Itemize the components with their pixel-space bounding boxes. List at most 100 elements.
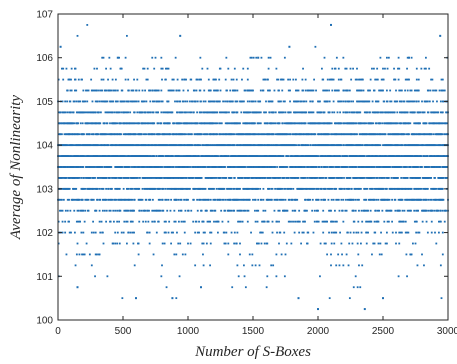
data-point bbox=[102, 187, 105, 190]
data-point bbox=[191, 122, 193, 125]
data-point bbox=[408, 187, 410, 190]
data-point bbox=[116, 187, 119, 190]
data-point bbox=[210, 209, 213, 212]
data-point bbox=[230, 144, 232, 147]
data-point bbox=[349, 177, 352, 179]
data-point bbox=[99, 198, 102, 201]
data-point bbox=[272, 144, 275, 147]
data-point bbox=[121, 89, 124, 92]
data-point bbox=[360, 242, 362, 245]
data-point bbox=[367, 198, 370, 201]
data-point bbox=[166, 187, 169, 190]
data-point bbox=[206, 220, 209, 223]
data-point bbox=[324, 220, 327, 223]
data-point bbox=[276, 144, 279, 147]
data-point bbox=[132, 242, 135, 245]
data-point bbox=[250, 56, 253, 59]
data-point bbox=[330, 155, 332, 157]
data-point bbox=[405, 144, 408, 147]
data-point bbox=[132, 89, 135, 92]
data-point bbox=[131, 187, 134, 190]
data-point bbox=[333, 111, 336, 114]
data-point bbox=[243, 100, 245, 103]
data-point bbox=[297, 100, 300, 103]
data-point bbox=[344, 209, 347, 212]
data-point bbox=[343, 89, 345, 92]
data-point bbox=[96, 89, 98, 92]
data-point bbox=[442, 198, 445, 201]
data-point bbox=[129, 231, 132, 234]
data-point bbox=[273, 209, 276, 212]
data-point bbox=[307, 89, 310, 92]
data-point bbox=[187, 209, 190, 212]
data-point bbox=[283, 100, 286, 103]
data-point bbox=[432, 89, 434, 92]
data-point bbox=[365, 231, 368, 234]
data-point bbox=[321, 67, 323, 70]
data-point bbox=[160, 100, 163, 103]
data-point bbox=[156, 100, 159, 103]
data-point bbox=[187, 89, 189, 92]
data-point bbox=[373, 242, 376, 245]
data-point bbox=[146, 187, 149, 190]
data-point bbox=[117, 155, 120, 157]
data-point bbox=[236, 264, 239, 267]
data-point bbox=[185, 198, 188, 201]
data-point bbox=[217, 198, 219, 201]
data-point bbox=[86, 24, 89, 26]
data-point bbox=[406, 56, 409, 59]
data-point bbox=[280, 253, 283, 256]
data-point bbox=[257, 122, 260, 125]
data-point bbox=[324, 198, 327, 201]
data-point bbox=[308, 133, 311, 136]
data-point bbox=[167, 89, 170, 92]
data-point bbox=[363, 122, 366, 125]
data-point bbox=[274, 177, 277, 179]
data-point bbox=[213, 177, 215, 179]
data-point bbox=[218, 78, 221, 81]
data-point bbox=[437, 209, 440, 212]
data-point bbox=[118, 187, 121, 190]
data-point bbox=[213, 133, 216, 136]
data-point bbox=[105, 220, 107, 223]
data-point bbox=[391, 122, 393, 125]
data-point bbox=[86, 100, 89, 103]
data-point bbox=[376, 67, 379, 70]
data-point bbox=[133, 78, 135, 81]
data-point bbox=[372, 155, 375, 157]
data-point bbox=[151, 56, 154, 59]
data-point bbox=[233, 231, 236, 234]
data-point bbox=[77, 209, 80, 212]
data-point bbox=[76, 111, 79, 114]
data-point bbox=[57, 220, 60, 223]
data-point bbox=[326, 220, 328, 223]
data-point bbox=[365, 155, 368, 157]
data-point bbox=[131, 220, 134, 223]
data-point bbox=[354, 133, 356, 136]
data-point bbox=[413, 133, 416, 136]
data-point bbox=[441, 209, 444, 212]
data-point bbox=[356, 242, 359, 245]
data-point bbox=[266, 275, 269, 278]
data-point bbox=[383, 100, 386, 103]
data-point bbox=[195, 155, 198, 157]
data-point bbox=[378, 253, 381, 256]
data-point bbox=[59, 198, 62, 201]
data-point bbox=[254, 144, 256, 147]
data-point bbox=[400, 220, 403, 223]
data-point bbox=[214, 111, 217, 114]
data-point bbox=[352, 166, 354, 168]
data-point bbox=[408, 209, 410, 212]
data-point bbox=[200, 78, 202, 81]
data-point bbox=[315, 177, 317, 179]
data-point bbox=[83, 220, 86, 223]
data-point bbox=[417, 144, 420, 147]
data-point bbox=[230, 198, 232, 201]
data-point bbox=[172, 89, 175, 92]
data-point bbox=[295, 122, 298, 125]
data-point bbox=[221, 111, 224, 114]
data-point bbox=[165, 231, 167, 234]
data-point bbox=[399, 187, 401, 190]
data-point bbox=[337, 67, 340, 70]
data-point bbox=[365, 220, 367, 223]
